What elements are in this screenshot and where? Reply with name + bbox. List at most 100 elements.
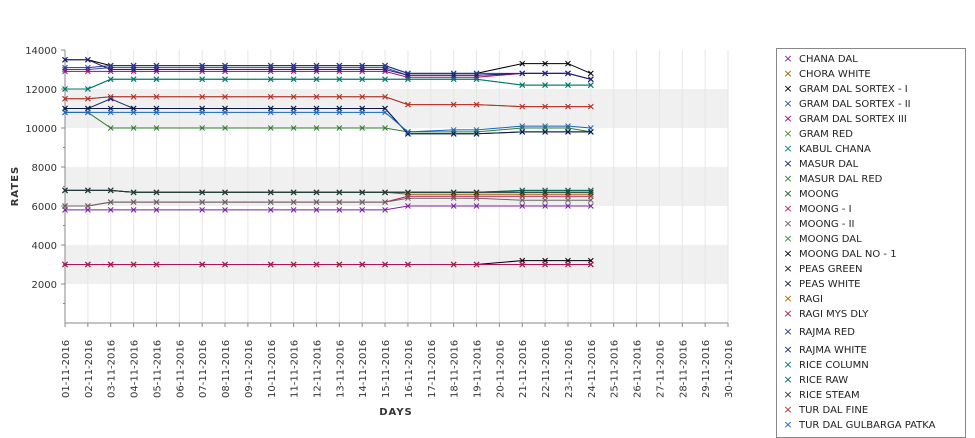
data-point xyxy=(130,189,137,196)
x-tick-label: 21-11-2016 xyxy=(518,340,529,398)
data-point xyxy=(405,76,411,83)
legend-label: MASUR DAL xyxy=(799,158,859,170)
legend-item[interactable]: × PEAS WHITE xyxy=(777,277,860,291)
data-point xyxy=(290,66,297,73)
data-point xyxy=(313,207,320,213)
legend-item[interactable]: × MOONG xyxy=(777,187,838,201)
y-axis-label: RATES xyxy=(10,166,21,207)
legend-label: RAGI xyxy=(799,293,823,305)
legend-item[interactable]: × KABUL CHANA xyxy=(777,142,870,156)
data-point xyxy=(199,109,206,116)
data-point xyxy=(519,189,526,196)
x-tick-label: 02-11-2016 xyxy=(84,340,95,398)
legend-item[interactable]: × MOONG DAL NO - 1 xyxy=(777,247,897,261)
legend-item[interactable]: × RAGI MYS DLY xyxy=(777,307,868,321)
data-point xyxy=(587,187,594,194)
legend-item[interactable]: × MOONG - II xyxy=(777,217,854,231)
data-point xyxy=(336,68,343,75)
data-point xyxy=(85,203,91,209)
series-line xyxy=(65,96,591,108)
data-point xyxy=(336,93,343,100)
data-point xyxy=(85,261,91,268)
data-point xyxy=(107,68,114,75)
data-point xyxy=(565,197,571,204)
data-point xyxy=(587,125,594,131)
series-line xyxy=(65,111,591,133)
legend-marker-icon: × xyxy=(783,202,793,215)
data-point xyxy=(313,68,320,75)
data-point xyxy=(450,76,457,83)
data-point xyxy=(290,199,297,205)
data-point xyxy=(153,189,160,196)
data-point xyxy=(542,197,548,204)
x-tick-label: 06-11-2016 xyxy=(175,340,186,398)
legend-label: CHORA WHITE xyxy=(799,68,871,80)
data-point xyxy=(85,86,91,92)
legend-marker-icon: × xyxy=(783,262,793,275)
series-line xyxy=(65,108,591,135)
legend-item[interactable]: × MOONG DAL xyxy=(777,232,861,246)
legend-marker-icon: × xyxy=(783,343,793,356)
legend-label: MOONG DAL NO - 1 xyxy=(799,248,897,260)
legend-item[interactable]: × RAGI xyxy=(777,292,823,306)
data-point xyxy=(565,187,571,194)
legend-item[interactable]: × CHORA WHITE xyxy=(777,67,871,81)
data-point xyxy=(359,93,366,100)
data-point xyxy=(450,127,457,133)
legend-item[interactable]: × RICE COLUMN xyxy=(777,358,868,372)
legend-item[interactable]: × CHANA DAL xyxy=(777,52,857,66)
data-point xyxy=(290,207,297,213)
legend-item[interactable]: × GRAM DAL SORTEX - I xyxy=(777,82,907,96)
series-line xyxy=(65,70,591,80)
data-point xyxy=(473,76,480,83)
legend-marker-icon: × xyxy=(783,325,793,338)
x-tick-label: 01-11-2016 xyxy=(61,340,72,398)
data-point xyxy=(473,203,480,209)
x-tick-label: 17-11-2016 xyxy=(427,340,438,398)
legend-item[interactable]: × TUR DAL GULBARGA PATKA xyxy=(777,418,935,432)
legend-item[interactable]: × RAJMA WHITE xyxy=(777,343,866,357)
data-point xyxy=(565,82,571,88)
legend-item[interactable]: × MASUR DAL xyxy=(777,157,858,171)
data-point xyxy=(153,68,160,75)
data-point xyxy=(107,125,114,131)
x-tick-label: 14-11-2016 xyxy=(358,340,369,398)
legend-item[interactable]: × GRAM DAL SORTEX - II xyxy=(777,97,910,111)
data-point xyxy=(359,207,366,213)
data-point xyxy=(519,129,526,135)
legend-marker-icon: × xyxy=(783,373,793,386)
data-point xyxy=(130,68,137,75)
legend-marker-icon: × xyxy=(783,187,793,200)
legend-item[interactable]: × MASUR DAL RED xyxy=(777,172,882,186)
data-point xyxy=(267,109,274,116)
legend-item[interactable]: × RICE STEAM xyxy=(777,388,859,402)
data-point xyxy=(267,207,274,213)
legend-item[interactable]: × TUR DAL FINE xyxy=(777,403,868,417)
data-point xyxy=(565,103,571,110)
data-point xyxy=(450,189,457,196)
data-point xyxy=(473,70,480,77)
data-point xyxy=(336,66,343,73)
data-point xyxy=(290,68,297,75)
data-point xyxy=(290,125,297,131)
legend-item[interactable]: × RICE RAW xyxy=(777,373,848,387)
data-point xyxy=(542,261,548,268)
series-line xyxy=(65,197,591,207)
x-tick-label: 24-11-2016 xyxy=(587,340,598,398)
legend-label: MOONG - I xyxy=(799,203,852,215)
legend-item[interactable]: × RAJMA RED xyxy=(777,325,855,339)
x-tick-label: 25-11-2016 xyxy=(610,340,621,398)
x-tick-label: 08-11-2016 xyxy=(221,340,232,398)
legend-item[interactable]: × PEAS GREEN xyxy=(777,262,862,276)
legend-marker-icon: × xyxy=(783,67,793,80)
legend-item[interactable]: × MOONG - I xyxy=(777,202,852,216)
x-tick-label: 05-11-2016 xyxy=(152,340,163,398)
data-point xyxy=(519,60,526,67)
legend-marker-icon: × xyxy=(783,307,793,320)
legend-item[interactable]: × GRAM RED xyxy=(777,127,853,141)
x-axis-label: DAYS xyxy=(379,407,413,418)
legend-item[interactable]: × GRAM DAL SORTEX III xyxy=(777,112,906,126)
legend-marker-icon: × xyxy=(783,418,793,431)
data-point xyxy=(450,129,457,135)
data-point xyxy=(405,130,411,137)
